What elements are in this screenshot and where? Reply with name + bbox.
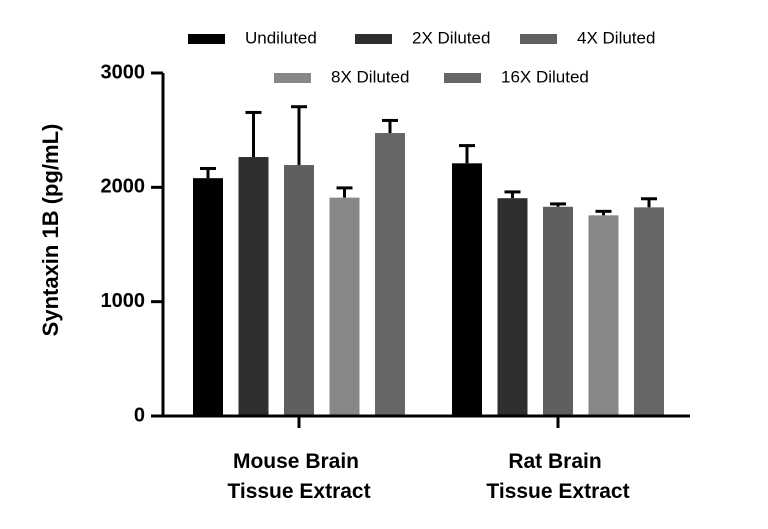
bar <box>634 207 664 416</box>
bar <box>497 198 528 416</box>
bar <box>452 163 482 416</box>
legend-label: Undiluted <box>245 28 317 47</box>
bar <box>375 133 405 416</box>
y-tick-label: 0 <box>134 404 145 426</box>
legend-label: 2X Diluted <box>412 28 490 47</box>
bar <box>329 197 360 416</box>
legend-label: 16X Diluted <box>501 67 589 86</box>
x-category-label: Rat Brain <box>508 450 601 473</box>
legend-swatch <box>444 73 481 83</box>
legend-label: 8X Diluted <box>331 67 409 86</box>
legend-swatch <box>520 34 557 44</box>
bar <box>193 178 223 416</box>
bar <box>543 206 573 416</box>
legend: Undiluted 2X Diluted 4X Diluted 8X Diluted 1… <box>188 28 655 86</box>
bar <box>238 157 269 416</box>
bars <box>193 105 664 416</box>
x-category-label: Tissue Extract <box>227 480 370 503</box>
y-tick-label: 1000 <box>101 290 146 312</box>
legend-swatch <box>355 34 392 44</box>
bar <box>588 215 619 416</box>
legend-swatch <box>274 73 311 83</box>
y-axis: 0 1000 2000 3000 <box>101 61 165 426</box>
bar <box>284 165 314 416</box>
x-axis: Mouse Brain Tissue Extract Rat Brain Tissue… <box>163 414 690 503</box>
y-tick-label: 2000 <box>101 176 146 198</box>
y-tick-label: 3000 <box>101 61 146 83</box>
legend-label: 4X Diluted <box>577 28 655 47</box>
x-category-label: Tissue Extract <box>486 480 629 503</box>
legend-swatch <box>188 34 225 44</box>
x-category-label: Mouse Brain <box>233 450 359 473</box>
y-axis-title: Syntaxin 1B (pg/mL) <box>38 124 63 337</box>
